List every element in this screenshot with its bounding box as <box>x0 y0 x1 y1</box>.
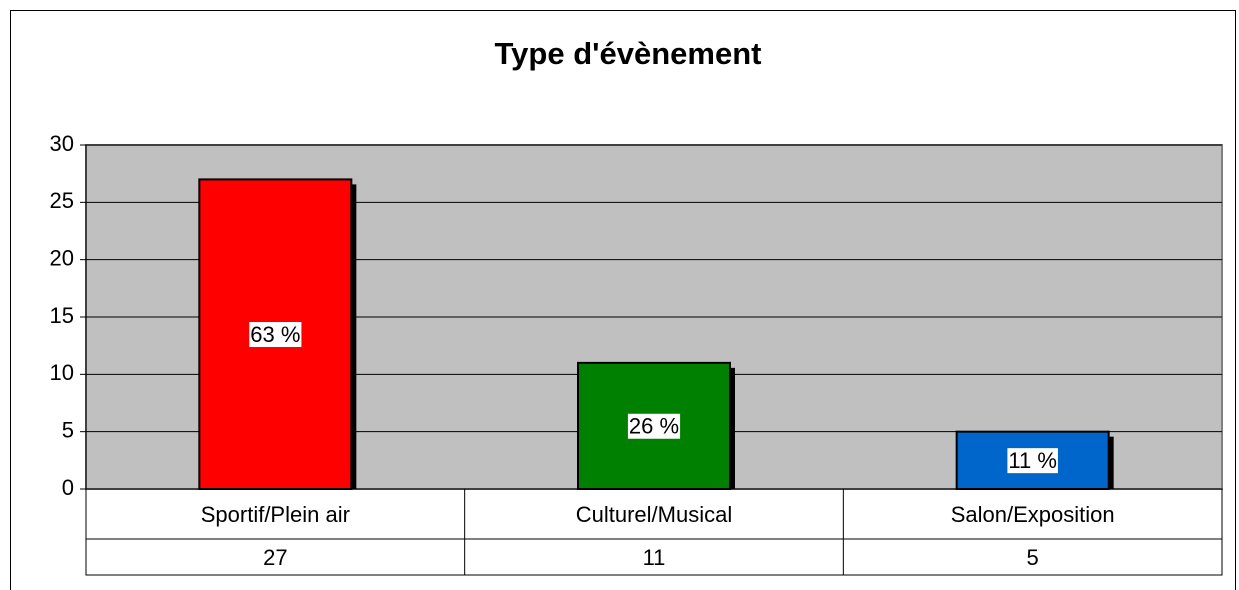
data-label: 63 % <box>250 322 300 347</box>
table-value: 5 <box>1027 545 1039 570</box>
label-bg <box>1007 448 1058 474</box>
label-bg <box>627 413 681 439</box>
label-bg <box>249 322 302 348</box>
y-tick-label: 10 <box>50 360 74 385</box>
y-tick-label: 15 <box>50 303 74 328</box>
y-tick-label: 5 <box>62 417 74 442</box>
y-tick-label: 0 <box>62 475 74 500</box>
x-tick-label: Sportif/Plein air <box>201 502 350 527</box>
chart-title: Type d'évènement <box>495 36 762 71</box>
y-tick-label: 20 <box>50 245 74 270</box>
x-tick-label: Salon/Exposition <box>951 502 1115 527</box>
table-value: 11 <box>643 545 666 570</box>
x-tick-label: Culturel/Musical <box>576 502 733 527</box>
data-label: 26 % <box>629 414 679 439</box>
table-value: 27 <box>263 545 287 570</box>
data-label: 11 % <box>1008 448 1057 473</box>
y-tick-label: 30 <box>50 131 74 156</box>
y-tick-label: 25 <box>50 188 74 213</box>
